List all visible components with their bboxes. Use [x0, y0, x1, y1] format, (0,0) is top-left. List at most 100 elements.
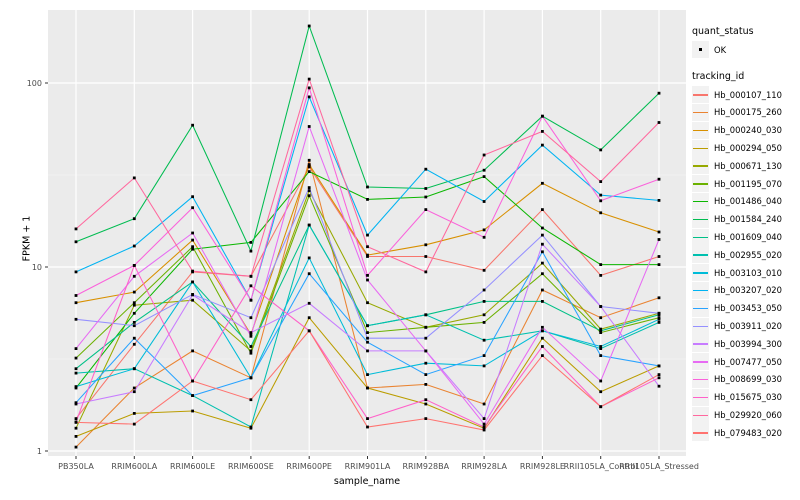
data-point	[307, 77, 311, 81]
data-point	[191, 238, 194, 242]
x-tick-label: RRIM928LA	[461, 462, 507, 471]
x-tick-label: RRIM901LA	[345, 462, 391, 471]
data-point	[74, 270, 78, 274]
legend-key-line-icon	[692, 228, 709, 246]
data-point	[599, 405, 603, 409]
data-point	[424, 417, 428, 420]
data-point	[482, 235, 486, 239]
data-point	[657, 238, 661, 241]
legend-key-line-icon	[692, 335, 709, 353]
legend-key-line-icon	[692, 370, 709, 388]
data-point	[132, 274, 136, 278]
data-point	[191, 123, 194, 127]
data-point	[482, 364, 486, 368]
data-point	[366, 336, 369, 340]
legend-key-line-icon	[692, 86, 709, 104]
data-point	[74, 421, 78, 424]
data-point	[424, 195, 428, 199]
legend-key-line-icon	[692, 175, 709, 193]
data-point	[191, 394, 194, 397]
x-tick-label: RRII105LA_Stressed	[619, 462, 699, 471]
data-point	[424, 243, 428, 247]
data-point	[132, 321, 136, 324]
legend-item: Hb_000671_130	[692, 157, 800, 175]
legend-key-line-icon	[692, 264, 709, 282]
legend-item: Hb_001609_040	[692, 228, 800, 246]
legend-item-label: Hb_003994_300	[714, 338, 782, 349]
line-swatch-icon	[693, 325, 708, 327]
line-swatch-icon	[693, 254, 708, 256]
data-point	[74, 317, 78, 321]
data-point	[307, 125, 311, 128]
data-point	[482, 313, 486, 317]
data-point	[307, 158, 311, 162]
data-point	[599, 180, 603, 183]
data-point	[191, 206, 194, 210]
data-point	[599, 347, 603, 350]
data-point	[541, 300, 544, 303]
legend-item-label: Hb_000107_110	[714, 89, 782, 100]
data-point	[366, 233, 369, 237]
data-point	[366, 274, 369, 277]
legend-key-line-icon	[692, 424, 709, 442]
line-swatch-icon	[693, 147, 708, 149]
y-tick-label: 1	[37, 447, 42, 456]
legend-item-label: Hb_001584_240	[714, 214, 782, 225]
legend-item-label: Hb_015675_030	[714, 392, 782, 403]
data-point	[74, 227, 78, 231]
data-point	[541, 288, 544, 292]
legend-item: Hb_003207_020	[692, 281, 800, 300]
data-point	[599, 211, 603, 215]
data-point	[74, 301, 78, 305]
data-point	[74, 426, 78, 430]
data-point	[541, 250, 544, 254]
x-tick-label: RRII105LA_Control	[564, 462, 638, 471]
legend-item-label: OK	[714, 44, 727, 55]
legend-item-label: Hb_007477_050	[714, 356, 782, 367]
legend-item: Hb_003453_050	[692, 299, 800, 317]
x-tick-label: PB350LA	[58, 462, 94, 471]
data-point	[249, 351, 253, 355]
data-point	[249, 334, 253, 338]
legend-key-line-icon	[692, 246, 709, 264]
data-point	[366, 340, 369, 344]
legend-item: Hb_002955_020	[692, 246, 800, 264]
data-point	[74, 371, 78, 375]
data-point	[657, 199, 661, 202]
data-point	[307, 223, 311, 227]
data-point	[424, 208, 428, 211]
data-point	[132, 422, 136, 426]
data-point	[424, 255, 428, 258]
data-point	[191, 195, 194, 199]
legend-key-line-icon	[692, 281, 709, 299]
data-point	[366, 185, 369, 189]
data-point	[132, 244, 136, 248]
data-point	[74, 294, 78, 297]
data-point	[657, 384, 661, 388]
data-point	[366, 324, 369, 328]
data-point	[249, 331, 253, 334]
data-point	[249, 284, 253, 288]
data-point	[599, 316, 603, 320]
legend-item: Hb_001584_240	[692, 210, 800, 228]
data-point	[657, 316, 661, 320]
data-point	[424, 383, 428, 386]
legend-item-label: Hb_000240_030	[714, 125, 782, 136]
legend-key-point-icon	[692, 41, 709, 59]
data-point	[132, 342, 136, 346]
data-point	[366, 198, 369, 201]
data-point	[424, 402, 428, 406]
data-point	[424, 336, 428, 340]
legend-key-line-icon	[692, 317, 709, 335]
data-point	[366, 245, 369, 249]
data-point	[132, 290, 136, 294]
legend-key-line-icon	[692, 388, 709, 406]
legend-item-label: Hb_001609_040	[714, 232, 782, 243]
data-point	[132, 386, 136, 390]
x-tick-label: RRIM600SE	[228, 462, 274, 471]
legend-item-label: Hb_002955_020	[714, 249, 782, 260]
data-point	[424, 349, 428, 353]
legend-item-label: Hb_003207_020	[714, 285, 782, 296]
data-point	[541, 272, 544, 276]
data-point	[307, 256, 311, 260]
